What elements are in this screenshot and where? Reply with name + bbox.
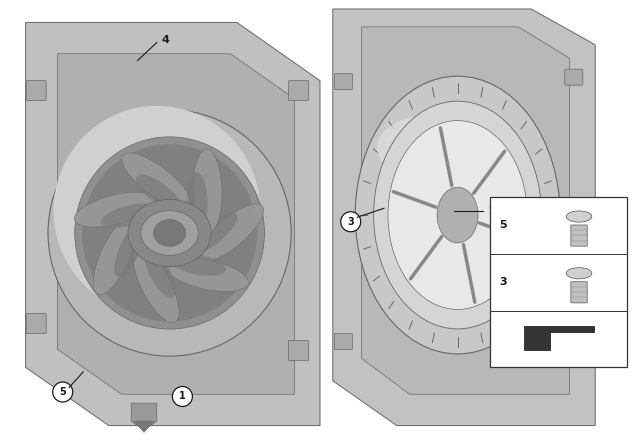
- Circle shape: [172, 387, 193, 406]
- Polygon shape: [58, 54, 294, 394]
- FancyBboxPatch shape: [289, 81, 308, 101]
- Text: 5: 5: [499, 220, 507, 230]
- Ellipse shape: [74, 192, 156, 227]
- Ellipse shape: [566, 211, 592, 222]
- Circle shape: [340, 212, 361, 232]
- FancyBboxPatch shape: [571, 225, 588, 246]
- Ellipse shape: [566, 268, 592, 279]
- Ellipse shape: [437, 187, 478, 243]
- Ellipse shape: [377, 113, 500, 182]
- FancyBboxPatch shape: [335, 73, 353, 90]
- Ellipse shape: [191, 213, 237, 253]
- Text: 3: 3: [348, 217, 354, 227]
- Ellipse shape: [388, 121, 527, 310]
- Ellipse shape: [188, 172, 207, 230]
- FancyBboxPatch shape: [335, 333, 353, 349]
- Ellipse shape: [144, 246, 175, 298]
- Ellipse shape: [193, 149, 222, 233]
- Ellipse shape: [54, 106, 260, 315]
- Polygon shape: [131, 403, 157, 430]
- Ellipse shape: [154, 220, 186, 246]
- Ellipse shape: [355, 76, 560, 354]
- Ellipse shape: [166, 258, 248, 292]
- Ellipse shape: [374, 101, 541, 329]
- Polygon shape: [134, 421, 154, 432]
- Ellipse shape: [197, 204, 264, 262]
- Polygon shape: [333, 9, 595, 426]
- Ellipse shape: [93, 218, 136, 295]
- FancyBboxPatch shape: [490, 197, 627, 367]
- Ellipse shape: [115, 224, 144, 277]
- Ellipse shape: [141, 211, 198, 255]
- Polygon shape: [524, 326, 595, 350]
- Ellipse shape: [82, 144, 257, 322]
- FancyBboxPatch shape: [564, 351, 583, 367]
- Text: 2: 2: [488, 206, 495, 215]
- Text: 1: 1: [179, 392, 186, 401]
- Ellipse shape: [122, 153, 190, 208]
- Circle shape: [52, 382, 73, 402]
- Ellipse shape: [133, 248, 179, 323]
- Polygon shape: [26, 22, 320, 426]
- Text: 154866: 154866: [540, 221, 577, 231]
- Ellipse shape: [101, 203, 157, 228]
- Ellipse shape: [136, 174, 184, 213]
- Polygon shape: [115, 367, 166, 394]
- Ellipse shape: [48, 110, 291, 356]
- FancyBboxPatch shape: [26, 81, 46, 101]
- FancyBboxPatch shape: [289, 340, 308, 361]
- Ellipse shape: [169, 253, 226, 276]
- Text: 3: 3: [499, 277, 507, 287]
- Ellipse shape: [75, 137, 264, 329]
- Text: 5: 5: [60, 387, 66, 397]
- FancyBboxPatch shape: [564, 69, 583, 85]
- Polygon shape: [362, 27, 570, 394]
- FancyBboxPatch shape: [26, 314, 46, 334]
- Text: 4: 4: [162, 35, 170, 45]
- FancyBboxPatch shape: [571, 282, 588, 303]
- Ellipse shape: [128, 199, 211, 267]
